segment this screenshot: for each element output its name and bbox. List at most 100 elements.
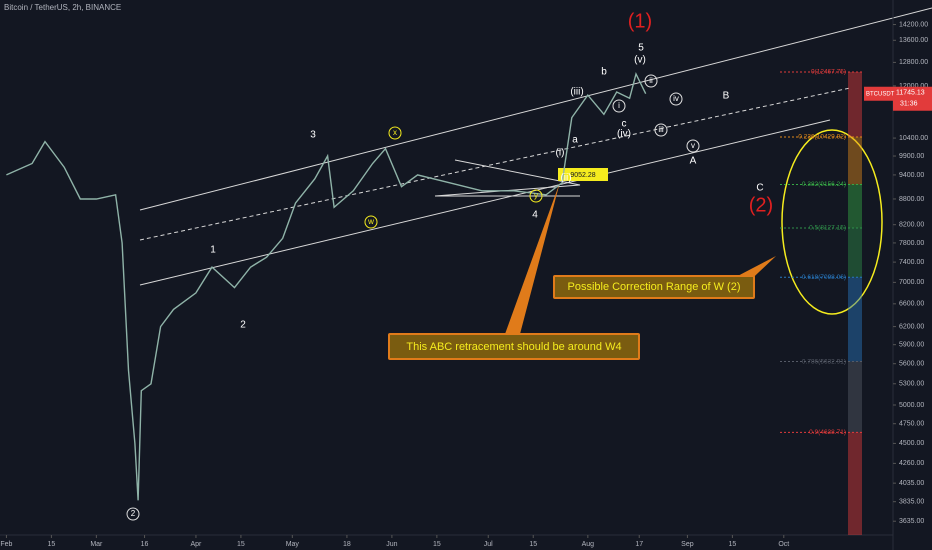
y-tick-label: 5000.00 <box>899 402 924 409</box>
x-tick-label: 15 <box>237 541 245 548</box>
wave-label: y <box>534 191 538 200</box>
wave-label: 3 <box>310 130 316 141</box>
callout-box <box>390 335 638 358</box>
y-tick-label: 5900.00 <box>899 342 924 349</box>
wave-circle <box>686 139 700 153</box>
x-tick-label: Sep <box>681 541 694 548</box>
wave-label: v <box>691 141 695 150</box>
fib-zone <box>848 432 862 535</box>
y-tick-label: 8800.00 <box>899 196 924 203</box>
wave-circle <box>364 215 378 229</box>
price-line <box>6 72 647 501</box>
fib-zone <box>848 361 862 433</box>
price-tag-price: 11745.13 <box>896 90 925 97</box>
x-tick-label: Jun <box>386 541 397 548</box>
wave-label: C <box>756 183 763 194</box>
wave-label: A <box>690 156 697 167</box>
x-tick-label: Feb <box>0 541 12 548</box>
x-tick-label: 15 <box>433 541 441 548</box>
wave-label: (1) <box>628 10 652 32</box>
fib-label: 0.618(7098.06) <box>802 274 846 281</box>
fib-zone <box>848 184 862 228</box>
wave-label: w <box>367 217 374 226</box>
channel-lower <box>139 119 831 286</box>
y-tick-label: 7800.00 <box>899 240 924 247</box>
price-tag-box <box>893 86 932 111</box>
y-tick-label: 7000.00 <box>899 279 924 286</box>
y-tick-label: 9900.00 <box>899 153 924 160</box>
triangle <box>434 159 581 197</box>
wave-label: a <box>572 135 578 146</box>
wave-label: (v) <box>634 55 646 66</box>
fib-label: 0.786(5632.91) <box>802 358 846 365</box>
y-tick-label: 4035.00 <box>899 480 924 487</box>
wave-label: B <box>723 91 730 102</box>
wave-label: (iv) <box>617 129 631 140</box>
wave-label: 5 <box>638 43 644 54</box>
x-tick-label: Mar <box>90 541 103 548</box>
wave-label: (ii) <box>560 173 571 184</box>
wave-circle <box>654 123 668 137</box>
x-tick-label: Apr <box>190 541 202 548</box>
fib-label: 0.236(10429.92) <box>798 134 846 141</box>
y-tick-label: 12800.00 <box>899 59 928 66</box>
y-tick-label: 10400.00 <box>899 135 928 142</box>
wave-circle <box>388 126 402 140</box>
wave-label: (iii) <box>570 87 583 98</box>
y-tick-label: 5600.00 <box>899 361 924 368</box>
wave-label: (i) <box>556 148 565 159</box>
x-tick-label: May <box>286 541 300 548</box>
wave-circle <box>644 74 658 88</box>
fib-label: 0.5(8127.15) <box>809 225 846 232</box>
wave-label: (2) <box>749 194 773 216</box>
x-tick-label: 16 <box>141 541 149 548</box>
fib-label: 0.9(4638.71) <box>809 429 846 436</box>
price-label-box <box>558 168 608 181</box>
callout-text: Possible Correction Range of W (2) <box>567 281 740 293</box>
fib-label: 0.382(9156.24) <box>802 181 846 188</box>
wave-label: 1 <box>210 245 216 256</box>
wave-label: 2 <box>131 509 136 518</box>
wave-circle <box>126 507 140 521</box>
wave-label: iv <box>673 94 679 103</box>
y-tick-label: 6200.00 <box>899 323 924 330</box>
y-tick-label: 13600.00 <box>899 37 928 44</box>
y-tick-label: 4260.00 <box>899 460 924 467</box>
wave-label: 4 <box>532 210 538 221</box>
y-tick-label: 8200.00 <box>899 222 924 229</box>
wave-label: x <box>393 128 397 137</box>
y-tick-label: 6600.00 <box>899 301 924 308</box>
fib-zone <box>848 137 862 185</box>
wave-label: c <box>622 119 627 130</box>
x-tick-label: 15 <box>728 541 736 548</box>
range-ellipse <box>781 129 883 315</box>
arrow <box>505 182 560 334</box>
callout-box <box>555 277 753 297</box>
y-tick-label: 5300.00 <box>899 381 924 388</box>
price-tag-countdown: 31:36 <box>900 101 918 108</box>
wave-label: ii <box>649 76 653 85</box>
price-tag-symbol: BTCUSDT <box>866 91 895 97</box>
price-tag-box <box>864 86 893 101</box>
x-tick-label: Aug <box>582 541 595 548</box>
x-tick-label: 15 <box>47 541 55 548</box>
y-tick-label: 4500.00 <box>899 440 924 447</box>
wave-circle <box>669 92 683 106</box>
wave-label: b <box>601 67 607 78</box>
y-tick-label: 3635.00 <box>899 518 924 525</box>
x-tick-label: 18 <box>343 541 351 548</box>
y-tick-label: 4750.00 <box>899 421 924 428</box>
price-label: 9052.28 <box>570 172 595 179</box>
y-tick-label: 14200.00 <box>899 21 928 28</box>
wave-circle <box>612 99 626 113</box>
y-tick-label: 3835.00 <box>899 499 924 506</box>
chart-title: Bitcoin / TetherUS, 2h, BINANCE <box>4 3 121 12</box>
fib-label: 0(12467.75) <box>811 69 846 76</box>
wave-circle <box>529 189 543 203</box>
fib-zone <box>848 277 862 362</box>
callout-text: This ABC retracement should be around W4 <box>406 341 621 353</box>
x-tick-label: 15 <box>529 541 537 548</box>
